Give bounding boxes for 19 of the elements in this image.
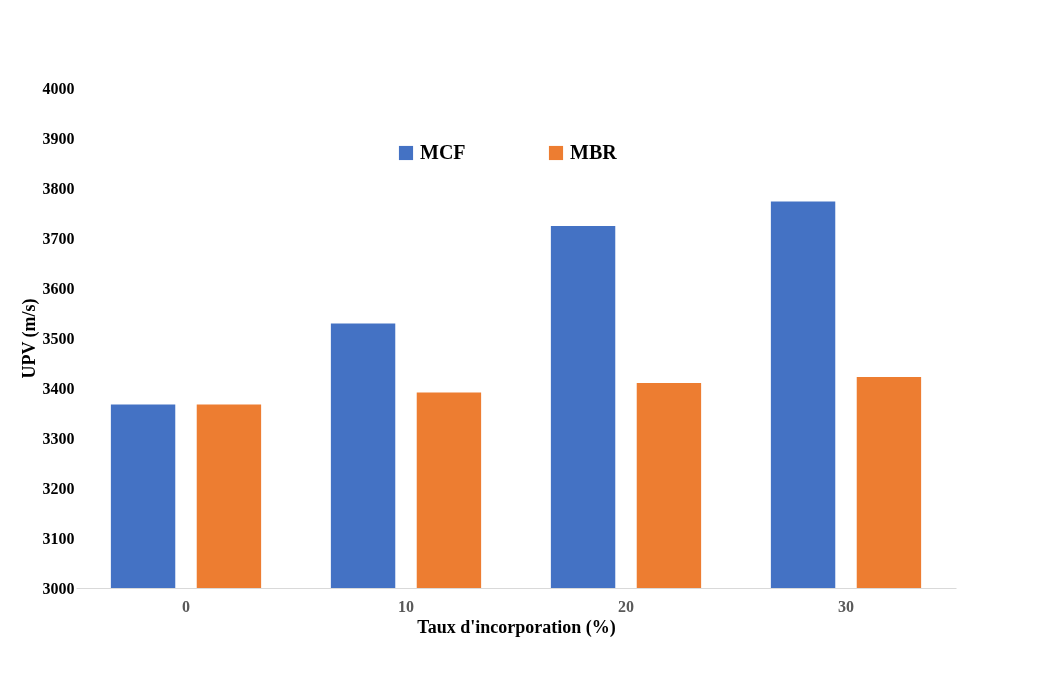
x-tick-label: 10 bbox=[398, 597, 414, 615]
y-tick-label: 3500 bbox=[42, 329, 75, 347]
y-tick-label: 3300 bbox=[42, 429, 75, 447]
y-tick-label: 3400 bbox=[42, 379, 75, 397]
y-tick-label: 3900 bbox=[42, 129, 75, 147]
y-tick-label: 3600 bbox=[42, 279, 75, 297]
x-axis-title: Taux d'incorporation (%) bbox=[417, 616, 616, 638]
y-tick-label: 3200 bbox=[42, 479, 75, 497]
y-tick-label: 3700 bbox=[42, 229, 75, 247]
x-tick-label: 0 bbox=[182, 597, 190, 615]
y-tick-label: 3100 bbox=[42, 529, 75, 547]
x-tick-label: 30 bbox=[838, 597, 854, 615]
y-tick-label: 3800 bbox=[42, 179, 75, 197]
y-tick-label: 3000 bbox=[42, 579, 75, 597]
y-axis-title: UPV (m/s) bbox=[18, 298, 40, 379]
y-tick-label: 4000 bbox=[42, 79, 75, 97]
legend-label: MBR bbox=[570, 141, 618, 163]
legend-label: MCF bbox=[420, 141, 466, 163]
x-tick-label: 20 bbox=[618, 597, 634, 615]
